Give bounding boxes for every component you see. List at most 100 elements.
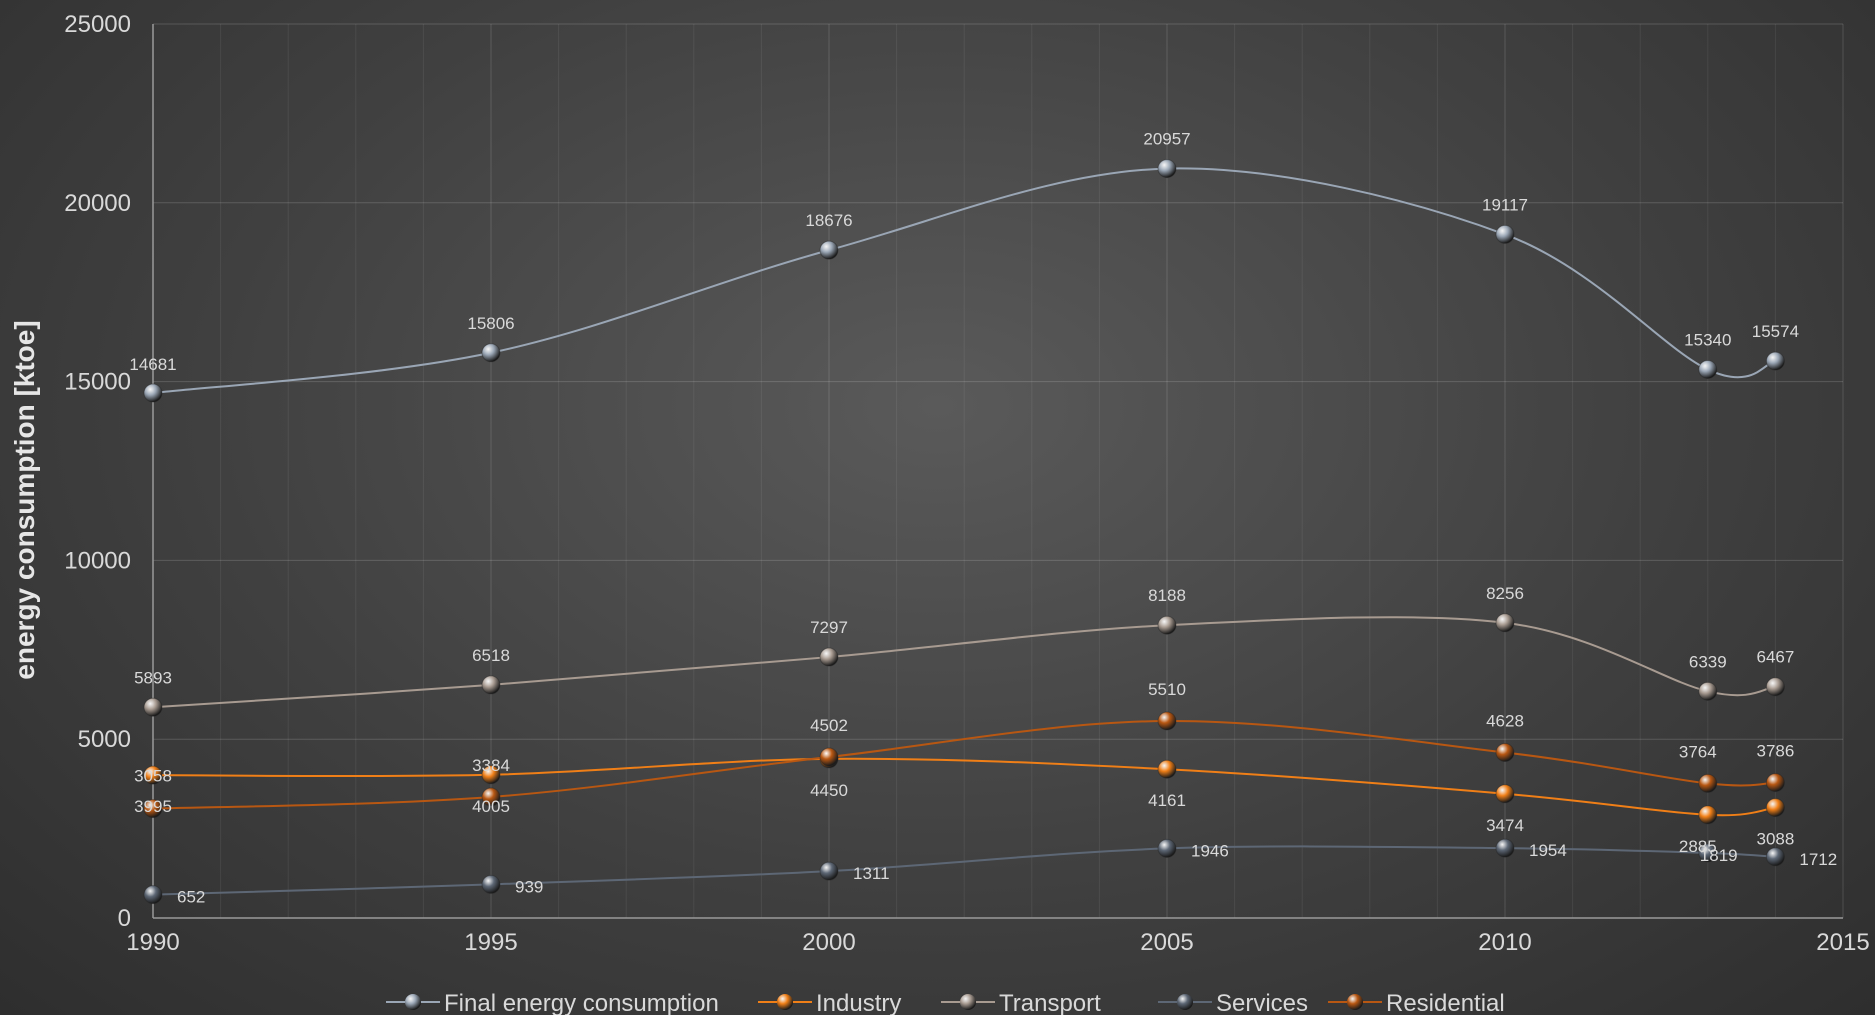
data-label-services: 1712 bbox=[1799, 850, 1837, 869]
data-label-industry: 4450 bbox=[810, 781, 848, 800]
x-tick-label: 2000 bbox=[802, 929, 855, 956]
data-point-final-energy-consumption bbox=[819, 240, 839, 260]
series-line-services bbox=[152, 845, 1776, 896]
data-label-final-energy-consumption: 20957 bbox=[1143, 130, 1190, 149]
data-point-transport bbox=[1698, 681, 1718, 701]
grid-minor bbox=[220, 24, 1776, 918]
grid-major bbox=[152, 23, 1844, 919]
data-point-residential bbox=[481, 787, 501, 807]
data-label-services: 1946 bbox=[1191, 841, 1229, 860]
legend-marker-final-energy-consumption bbox=[405, 994, 421, 1010]
data-label-residential: 3058 bbox=[134, 767, 172, 786]
data-label-transport: 6467 bbox=[1756, 648, 1794, 667]
data-label-residential: 3764 bbox=[1679, 742, 1717, 761]
y-tick-label: 0 bbox=[118, 905, 131, 932]
data-point-final-energy-consumption bbox=[143, 383, 163, 403]
data-label-final-energy-consumption: 15806 bbox=[467, 314, 514, 333]
y-tick-label: 10000 bbox=[64, 547, 131, 574]
x-tick-label: 1990 bbox=[126, 929, 179, 956]
data-point-transport bbox=[143, 697, 163, 717]
data-label-residential: 4628 bbox=[1486, 712, 1524, 731]
data-point-transport bbox=[1495, 613, 1515, 633]
data-label-final-energy-consumption: 14681 bbox=[129, 355, 176, 374]
data-label-transport: 6339 bbox=[1689, 652, 1727, 671]
series-line-industry bbox=[152, 757, 1776, 817]
data-point-industry bbox=[143, 765, 163, 785]
legend-label-residential: Residential bbox=[1386, 990, 1505, 1015]
legend-label-final-energy-consumption: Final energy consumption bbox=[444, 990, 719, 1015]
series-line-transport bbox=[152, 616, 1776, 709]
data-label-industry: 4161 bbox=[1148, 791, 1186, 810]
axes bbox=[152, 24, 1843, 919]
data-label-industry: 3088 bbox=[1756, 830, 1794, 849]
legend-marker-industry bbox=[777, 994, 793, 1010]
data-point-residential bbox=[1765, 773, 1785, 793]
legend-marker-transport bbox=[960, 994, 976, 1010]
data-point-services bbox=[1495, 838, 1515, 858]
legend: Final energy consumption Industry Transpor… bbox=[386, 990, 1505, 1015]
x-tick-label: 1995 bbox=[464, 929, 517, 956]
data-label-services: 1311 bbox=[853, 864, 890, 883]
data-label-industry: 4005 bbox=[472, 797, 510, 816]
legend-label-transport: Transport bbox=[999, 990, 1101, 1015]
data-point-final-energy-consumption bbox=[481, 343, 501, 363]
x-tick-label: 2005 bbox=[1140, 929, 1193, 956]
data-labels: 652 939 1311 1946 1954 1819 1712 3995 4005 4450 41… bbox=[129, 130, 1837, 907]
data-point-residential bbox=[1495, 743, 1515, 763]
legend-marker-services bbox=[1177, 994, 1193, 1010]
data-point-residential bbox=[143, 799, 163, 819]
data-point-transport bbox=[481, 675, 501, 695]
x-tick-label: 2010 bbox=[1478, 929, 1531, 956]
legend-label-services: Services bbox=[1216, 990, 1308, 1015]
data-point-transport bbox=[819, 647, 839, 667]
y-tick-label: 25000 bbox=[64, 11, 131, 38]
data-label-residential: 3384 bbox=[472, 756, 510, 775]
x-axis-ticks: 1990 1995 2000 2005 2010 2015 bbox=[126, 929, 1869, 956]
data-label-residential: 4502 bbox=[810, 716, 848, 735]
data-label-transport: 6518 bbox=[472, 646, 510, 665]
data-label-industry: 3995 bbox=[134, 797, 172, 816]
data-label-services: 1819 bbox=[1700, 846, 1738, 865]
data-point-industry bbox=[1698, 805, 1718, 825]
data-label-industry: 2885 bbox=[1679, 837, 1717, 856]
data-label-final-energy-consumption: 19117 bbox=[1482, 195, 1528, 214]
data-point-services bbox=[143, 885, 163, 905]
data-point-final-energy-consumption bbox=[1765, 351, 1785, 371]
data-point-residential bbox=[1157, 711, 1177, 731]
data-point-transport bbox=[1157, 615, 1177, 635]
data-point-final-energy-consumption bbox=[1157, 159, 1177, 179]
series-group bbox=[143, 159, 1785, 905]
data-label-final-energy-consumption: 18676 bbox=[805, 211, 852, 230]
data-point-services bbox=[1698, 843, 1718, 863]
data-label-services: 1954 bbox=[1529, 841, 1567, 860]
data-point-final-energy-consumption bbox=[1495, 224, 1515, 244]
data-label-final-energy-consumption: 15340 bbox=[1684, 330, 1731, 349]
data-label-transport: 7297 bbox=[810, 618, 848, 637]
data-label-transport: 8256 bbox=[1486, 584, 1524, 603]
data-label-services: 939 bbox=[515, 877, 543, 896]
data-label-transport: 5893 bbox=[134, 668, 172, 687]
data-point-industry bbox=[481, 765, 501, 785]
data-label-final-energy-consumption: 15574 bbox=[1752, 322, 1799, 341]
data-label-residential: 3786 bbox=[1756, 742, 1794, 761]
y-axis-ticks: 0 5000 10000 15000 20000 25000 bbox=[64, 11, 131, 932]
data-label-services: 652 bbox=[177, 888, 205, 907]
series-line-residential bbox=[152, 719, 1776, 810]
data-point-residential bbox=[819, 747, 839, 767]
data-point-industry bbox=[1765, 798, 1785, 818]
legend-label-industry: Industry bbox=[816, 990, 901, 1015]
data-point-residential bbox=[1698, 773, 1718, 793]
data-point-services bbox=[1765, 847, 1785, 867]
data-point-services bbox=[1157, 838, 1177, 858]
y-tick-label: 20000 bbox=[64, 190, 131, 217]
data-point-services bbox=[481, 874, 501, 894]
y-axis-label: energy consumption [ktoe] bbox=[9, 320, 40, 679]
data-point-industry bbox=[1157, 759, 1177, 779]
y-tick-label: 15000 bbox=[64, 369, 131, 396]
data-point-industry bbox=[1495, 784, 1515, 804]
x-tick-label: 2015 bbox=[1816, 929, 1869, 956]
data-label-transport: 8188 bbox=[1148, 586, 1186, 605]
series-line-final-energy-consumption bbox=[152, 167, 1776, 395]
data-point-final-energy-consumption bbox=[1698, 359, 1718, 379]
